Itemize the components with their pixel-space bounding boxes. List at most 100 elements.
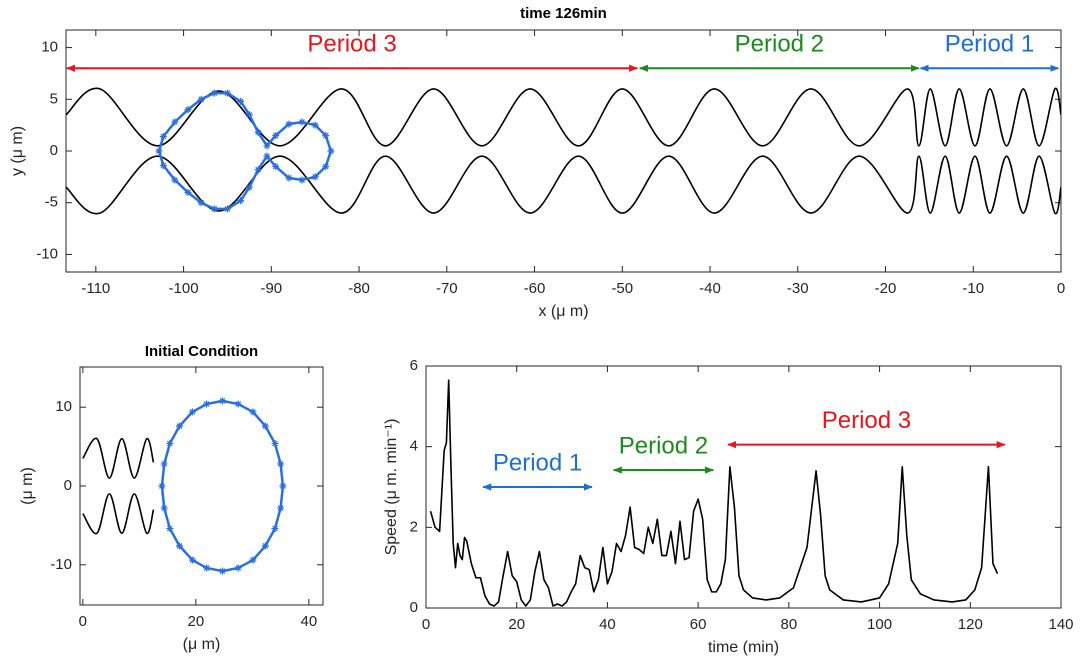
marker	[298, 176, 306, 184]
x-tick-label: 60	[690, 616, 707, 633]
chart-title: time 126min	[520, 5, 607, 22]
marker	[272, 163, 280, 171]
marker	[175, 422, 183, 430]
marker	[271, 439, 279, 447]
marker	[272, 131, 280, 139]
x-tick-label: 80	[781, 616, 798, 633]
x-tick-label: 0	[79, 613, 87, 630]
line	[82, 437, 155, 479]
marker	[160, 504, 168, 512]
marker	[160, 460, 168, 468]
y-tick-label: 0	[410, 599, 418, 616]
y-tick-label: 0	[50, 142, 58, 159]
marker	[159, 133, 167, 141]
line	[82, 493, 155, 535]
marker	[166, 439, 174, 447]
marker	[197, 95, 205, 103]
marker	[171, 118, 179, 126]
plot-area	[82, 397, 287, 575]
marker	[218, 397, 226, 405]
y-tick-label: 10	[41, 39, 58, 56]
y-tick-label: -5	[45, 194, 58, 211]
axes-box	[65, 29, 1062, 273]
marker	[277, 504, 285, 512]
annotation-text: Period 1	[493, 449, 582, 476]
marker	[237, 97, 245, 105]
marker	[210, 205, 218, 213]
marker	[254, 166, 262, 174]
x-axis-label: time (min)	[708, 639, 779, 656]
marker	[245, 183, 253, 191]
marker	[263, 152, 271, 160]
x-tick-label: 40	[301, 613, 318, 630]
y-axis-label: Speed (μ m. min⁻¹)	[383, 419, 400, 556]
x-tick-label: 140	[1048, 616, 1073, 633]
marker	[311, 121, 319, 129]
marker	[245, 111, 253, 119]
annotation-text: Period 3	[307, 31, 396, 58]
x-tick-label: 120	[958, 616, 983, 633]
marker	[261, 422, 269, 430]
x-tick-label: -110	[81, 280, 110, 297]
x-tick-label: -100	[169, 280, 199, 297]
marker	[249, 556, 257, 564]
marker	[249, 408, 257, 416]
y-axis-label: (μ m)	[19, 467, 36, 505]
marker	[285, 174, 293, 182]
marker	[234, 564, 242, 572]
marker	[223, 205, 231, 213]
x-tick-label: -10	[962, 280, 984, 297]
y-tick-label: -10	[50, 556, 72, 573]
marker	[197, 199, 205, 207]
plot-area	[429, 379, 999, 607]
x-tick-label: 20	[508, 616, 525, 633]
marker	[188, 408, 196, 416]
x-tick-label: -30	[787, 280, 809, 297]
marker	[218, 567, 226, 575]
y-tick-label: 0	[64, 477, 72, 494]
marker	[155, 147, 163, 155]
marker	[327, 147, 335, 155]
marker	[223, 89, 231, 97]
x-tick-label: -50	[611, 280, 633, 297]
x-tick-label: 0	[1057, 280, 1065, 297]
y-tick-label: -10	[36, 245, 58, 262]
marker	[298, 118, 306, 126]
annotation-text: Period 2	[735, 31, 824, 58]
chart-title: Initial Condition	[145, 343, 258, 360]
marker	[237, 197, 245, 205]
x-axis-label: x (μ m)	[538, 303, 588, 320]
marker	[203, 564, 211, 572]
marker	[261, 542, 269, 550]
y-tick-label: 4	[410, 438, 418, 455]
x-tick-label: 20	[188, 613, 205, 630]
x-tick-label: 100	[867, 616, 892, 633]
x-tick-label: -70	[436, 280, 458, 297]
y-tick-label: 6	[410, 357, 418, 374]
marker	[271, 525, 279, 533]
x-tick-label: -40	[699, 280, 721, 297]
marker	[158, 482, 166, 490]
axes-box	[79, 366, 324, 606]
annotation-text: Period 2	[619, 432, 708, 459]
marker	[184, 188, 192, 196]
x-tick-label: -80	[348, 280, 370, 297]
marker	[203, 400, 211, 408]
marker	[234, 400, 242, 408]
marker	[322, 163, 330, 171]
marker	[175, 542, 183, 550]
line	[66, 155, 1061, 215]
marker	[166, 525, 174, 533]
marker	[277, 460, 285, 468]
marker	[159, 161, 167, 169]
y-axis-label: y (μ m)	[9, 126, 26, 176]
marker	[263, 142, 271, 150]
y-tick-label: 5	[50, 90, 58, 107]
x-tick-label: -90	[260, 280, 282, 297]
x-tick-label: -60	[524, 280, 546, 297]
marker	[184, 106, 192, 114]
marker	[254, 128, 262, 136]
plot-area	[66, 87, 1061, 215]
marker	[171, 176, 179, 184]
